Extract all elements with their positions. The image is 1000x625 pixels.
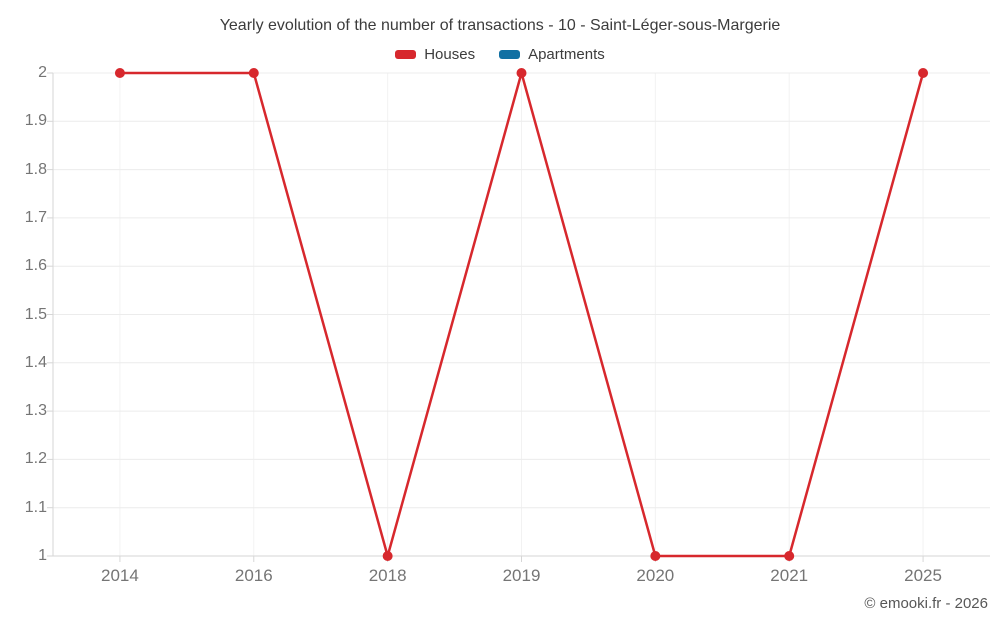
- y-tick-label: 2: [38, 64, 47, 81]
- data-point-marker[interactable]: [382, 551, 393, 561]
- houses-swatch-icon: [395, 50, 417, 59]
- y-tick-label: 1.3: [24, 402, 47, 420]
- x-tick-label: 2020: [636, 566, 675, 585]
- data-point-marker[interactable]: [248, 68, 259, 78]
- data-point-marker[interactable]: [918, 68, 929, 78]
- legend-label-houses: Houses: [424, 46, 476, 63]
- y-tick-label: 1: [38, 547, 47, 564]
- x-tick-label: 2014: [101, 566, 139, 585]
- y-tick-label: 1.5: [24, 305, 47, 323]
- y-tick-label: 1.1: [24, 498, 47, 516]
- apartments-swatch-icon: [499, 50, 521, 59]
- data-point-marker[interactable]: [650, 551, 661, 561]
- y-tick-label: 1.2: [24, 450, 47, 468]
- y-tick-label: 1.8: [24, 160, 47, 178]
- data-point-marker[interactable]: [516, 68, 527, 78]
- y-tick-label: 1.6: [24, 257, 47, 275]
- y-tick-label: 1.4: [24, 353, 47, 371]
- y-tick-label: 1.9: [24, 112, 47, 130]
- x-tick-label: 2021: [770, 566, 809, 585]
- copyright: © emooki.fr - 2026: [864, 595, 988, 612]
- x-tick-label: 2019: [502, 566, 541, 585]
- legend-item-apartments[interactable]: Apartments: [499, 46, 605, 63]
- data-point-marker[interactable]: [114, 68, 125, 78]
- legend-item-houses[interactable]: Houses: [395, 46, 475, 63]
- data-point-marker[interactable]: [784, 551, 795, 561]
- legend: Houses Apartments: [0, 46, 1000, 63]
- legend-label-apartments: Apartments: [528, 46, 605, 63]
- y-tick-label: 1.7: [24, 208, 47, 226]
- x-tick-label: 2025: [904, 566, 942, 585]
- x-tick-label: 2018: [368, 566, 407, 585]
- x-tick-label: 2016: [234, 566, 273, 585]
- chart-title: Yearly evolution of the number of transa…: [219, 17, 781, 34]
